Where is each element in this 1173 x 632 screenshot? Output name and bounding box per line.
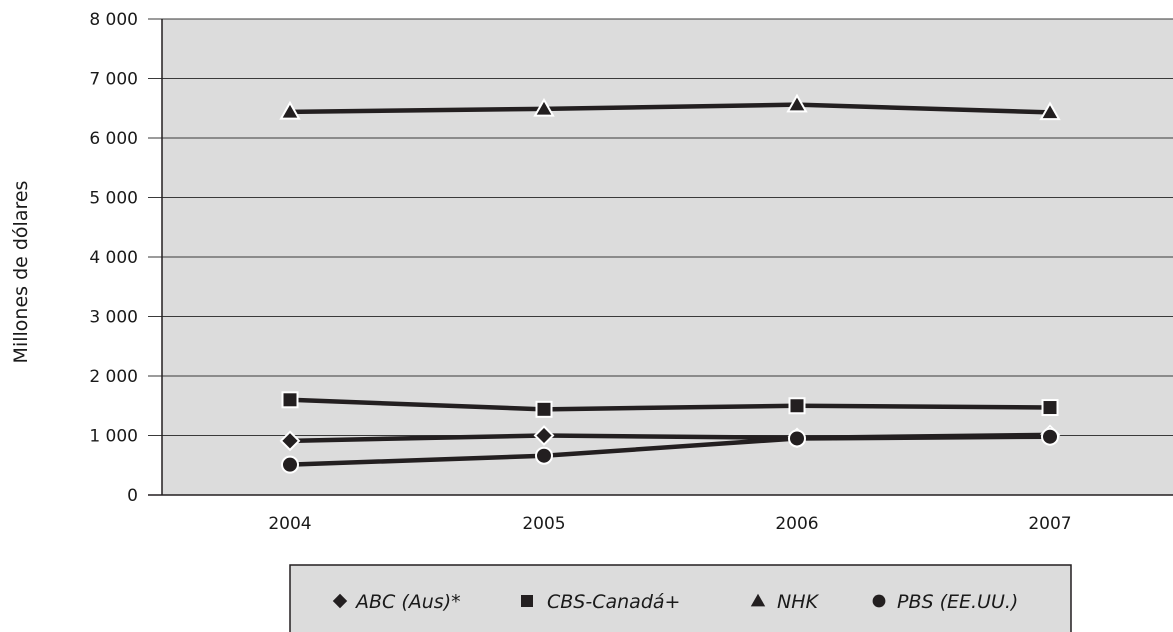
- y-tick-label: 6 000: [89, 129, 138, 149]
- y-tick-label: 4 000: [89, 248, 138, 268]
- data-point: [788, 397, 806, 415]
- axes: [148, 19, 1173, 496]
- data-point: [533, 97, 555, 117]
- legend-marker-square: [521, 595, 533, 607]
- series-layer: [279, 93, 1061, 474]
- data-point: [281, 391, 299, 409]
- x-tick-label: 2006: [775, 514, 818, 534]
- data-point: [786, 93, 808, 113]
- y-tick-label: 8 000: [89, 10, 138, 30]
- series-line: [287, 397, 1053, 412]
- x-tick-label: 2005: [522, 514, 565, 534]
- data-point: [279, 430, 301, 452]
- legend-label: ABC (Aus)*: [354, 591, 461, 613]
- data-point: [535, 400, 553, 418]
- data-point: [1041, 399, 1059, 417]
- series-line: [287, 102, 1053, 115]
- data-point: [533, 425, 555, 446]
- y-tick-label: 3 000: [89, 308, 138, 328]
- series-line: [287, 434, 1053, 467]
- series-circle: [281, 427, 1059, 474]
- data-point: [788, 429, 806, 448]
- x-tick-labels: 2004 2005 2006 2007: [268, 514, 1071, 534]
- series-triangle: [279, 93, 1061, 121]
- y-tick-label: 1 000: [89, 427, 138, 447]
- legend-marker-circle: [872, 594, 886, 608]
- x-tick-label: 2007: [1028, 514, 1071, 534]
- legend-marker-triangle: [750, 593, 766, 607]
- legend: ABC (Aus)* CBS-Canadá+ NHK PBS (EE.UU.): [289, 564, 1072, 632]
- data-point: [279, 100, 301, 120]
- legend-label: NHK: [777, 591, 820, 613]
- y-tick-labels: 0 1 000 2 000 3 000 4 000 5 000 6 000 7 000 8 00…: [89, 10, 138, 506]
- y-tick-label: 0: [127, 486, 138, 506]
- y-tick-label: 5 000: [89, 189, 138, 209]
- x-tick-label: 2004: [268, 514, 311, 534]
- data-point: [535, 446, 553, 465]
- legend-marker-diamond: [332, 593, 348, 609]
- data-point: [1041, 427, 1059, 446]
- series-square: [281, 391, 1059, 418]
- y-tick-label: 7 000: [89, 70, 138, 90]
- legend-label: PBS (EE.UU.): [897, 591, 1018, 613]
- legend-label: CBS-Canadá+: [547, 591, 680, 613]
- legend-box: [289, 564, 1072, 632]
- data-point: [1039, 101, 1061, 121]
- data-point: [281, 455, 299, 474]
- y-axis-title: Millones de dólares: [10, 181, 32, 364]
- y-tick-label: 2 000: [89, 367, 138, 387]
